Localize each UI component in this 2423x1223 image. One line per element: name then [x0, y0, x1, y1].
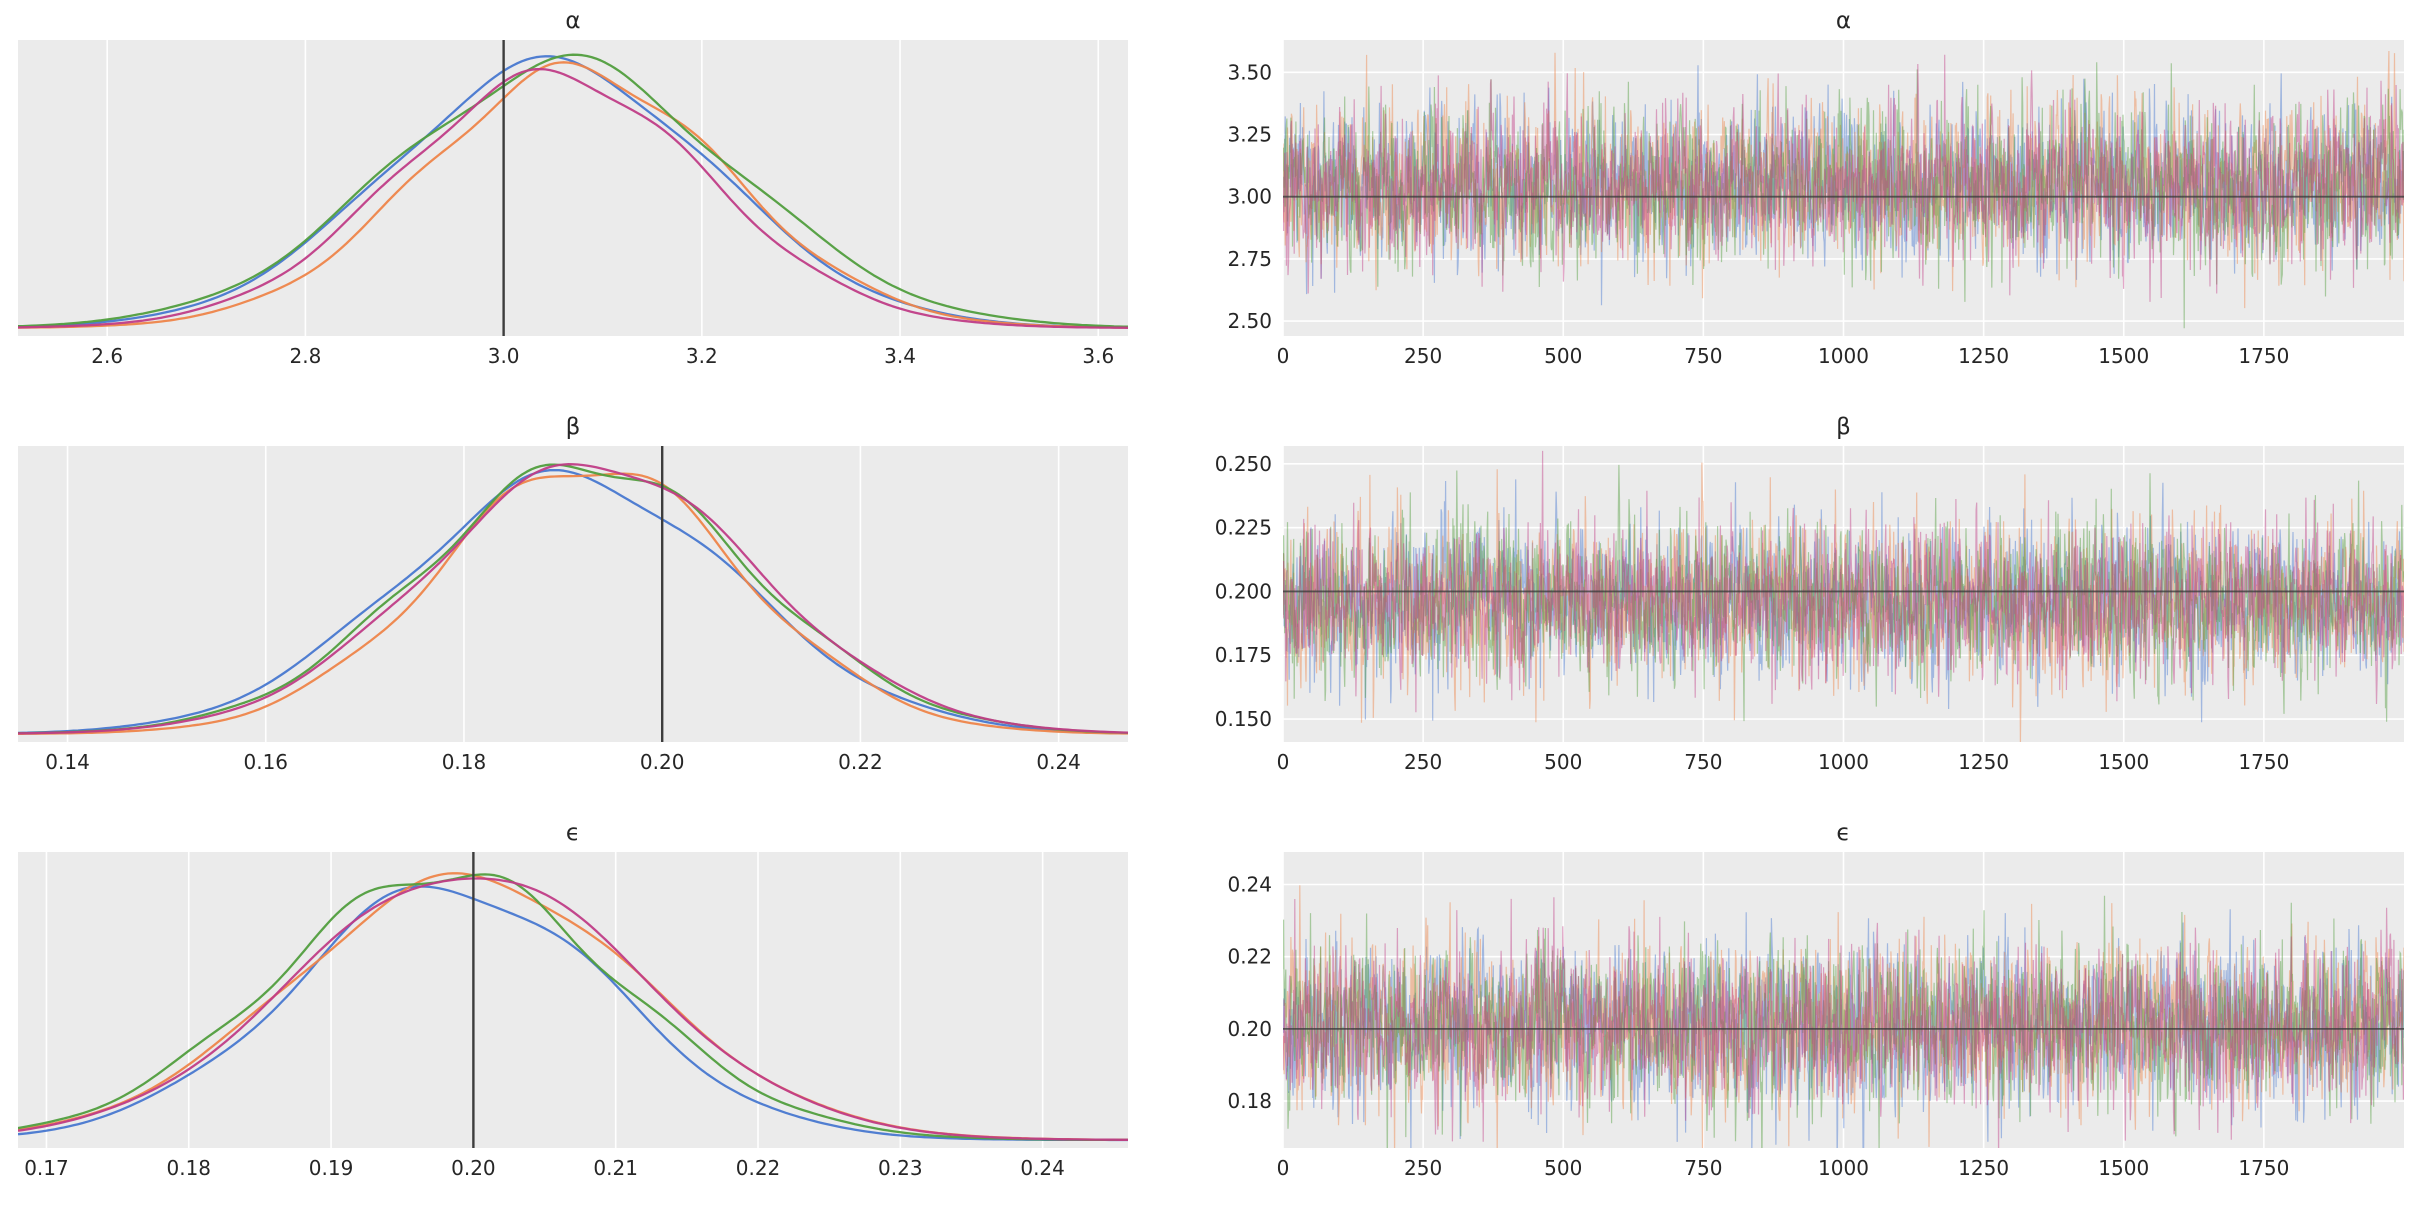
svg-text:0.17: 0.17 [24, 1156, 69, 1180]
svg-text:0.20: 0.20 [451, 1156, 496, 1180]
svg-text:500: 500 [1544, 344, 1582, 368]
svg-text:500: 500 [1544, 1156, 1582, 1180]
svg-text:0.16: 0.16 [244, 750, 289, 774]
panel-title-beta-posterior: β [565, 414, 581, 440]
svg-text:0.18: 0.18 [1227, 1089, 1272, 1113]
svg-text:0: 0 [1277, 1156, 1290, 1180]
alpha-trace-plot: 0 250 500 750 1000 1250 1500 1750 2.50 2.75 3.00 3.… [1227, 40, 2404, 368]
svg-text:1500: 1500 [2098, 1156, 2149, 1180]
svg-text:0.22: 0.22 [838, 750, 883, 774]
panel-beta-trace: β 0 250 500 750 1000 1250 1500 1750 0.150 0.175 0.… [1210, 412, 2404, 776]
svg-text:1000: 1000 [1818, 750, 1869, 774]
svg-text:2.50: 2.50 [1227, 309, 1272, 333]
svg-text:1500: 1500 [2098, 344, 2149, 368]
panel-title-alpha-trace: α [1835, 8, 1852, 34]
svg-text:2.75: 2.75 [1227, 247, 1272, 271]
svg-text:0.150: 0.150 [1215, 707, 1272, 731]
panel-epsilon-trace: ϵ 0 250 500 750 1000 1250 1500 1750 0.18 0.20 0.22… [1210, 818, 2404, 1182]
panel-title-alpha-posterior: α [565, 8, 581, 34]
svg-text:2.6: 2.6 [91, 344, 123, 368]
beta-trace-plot: 0 250 500 750 1000 1250 1500 1750 0.150 0.175 0.20… [1215, 446, 2404, 774]
panel-epsilon-posterior: ϵ 0.17 0.18 0.19 0.20 0.21 0.22 0.23 0.24 [18, 818, 1128, 1182]
panel-title-epsilon-posterior: ϵ [565, 820, 581, 846]
svg-text:0.19: 0.19 [309, 1156, 354, 1180]
svg-text:0.18: 0.18 [442, 750, 487, 774]
svg-text:1250: 1250 [1958, 344, 2009, 368]
svg-text:3.25: 3.25 [1227, 123, 1272, 147]
svg-text:1750: 1750 [2238, 344, 2289, 368]
beta-posterior-plot: 0.14 0.16 0.18 0.20 0.22 0.24 [18, 446, 1128, 774]
svg-text:0.20: 0.20 [1227, 1017, 1272, 1041]
svg-text:1500: 1500 [2098, 750, 2149, 774]
svg-text:250: 250 [1404, 1156, 1442, 1180]
svg-text:0.14: 0.14 [45, 750, 90, 774]
svg-text:500: 500 [1544, 750, 1582, 774]
svg-text:3.2: 3.2 [686, 344, 718, 368]
svg-text:1250: 1250 [1958, 750, 2009, 774]
alpha-posterior-plot: 2.6 2.8 3.0 3.2 3.4 3.6 [18, 40, 1128, 368]
trace-plot-figure: α 2.6 2.8 3.0 3.2 3.4 3.6 α 0 250 500 750 1000 125… [18, 6, 2423, 1182]
panel-title-epsilon-trace: ϵ [1836, 820, 1851, 846]
svg-text:750: 750 [1684, 1156, 1722, 1180]
svg-text:250: 250 [1404, 344, 1442, 368]
panel-alpha-posterior: α 2.6 2.8 3.0 3.2 3.4 3.6 [18, 6, 1128, 370]
svg-text:3.50: 3.50 [1227, 60, 1272, 84]
svg-text:0.225: 0.225 [1215, 516, 1272, 540]
svg-text:1000: 1000 [1818, 1156, 1869, 1180]
svg-text:1000: 1000 [1818, 344, 1869, 368]
svg-text:3.00: 3.00 [1227, 185, 1272, 209]
svg-text:250: 250 [1404, 750, 1442, 774]
svg-text:0.22: 0.22 [1227, 945, 1272, 969]
svg-text:0.200: 0.200 [1215, 579, 1272, 603]
svg-text:0.22: 0.22 [736, 1156, 781, 1180]
svg-text:0.175: 0.175 [1215, 643, 1272, 667]
svg-text:0.21: 0.21 [593, 1156, 638, 1180]
svg-text:0: 0 [1277, 344, 1290, 368]
panel-title-beta-trace: β [1836, 414, 1851, 440]
svg-text:750: 750 [1684, 750, 1722, 774]
svg-text:1750: 1750 [2238, 750, 2289, 774]
epsilon-trace-plot: 0 250 500 750 1000 1250 1500 1750 0.18 0.20 0.22 0.… [1227, 852, 2404, 1180]
row-alpha: α 2.6 2.8 3.0 3.2 3.4 3.6 α 0 250 500 750 1000 125… [18, 6, 2423, 370]
svg-text:750: 750 [1684, 344, 1722, 368]
svg-text:1750: 1750 [2238, 1156, 2289, 1180]
panel-alpha-trace: α 0 250 500 750 1000 1250 1500 1750 2.50 2.75 3.00… [1210, 6, 2404, 370]
svg-text:0: 0 [1277, 750, 1290, 774]
row-beta: β 0.14 0.16 0.18 0.20 0.22 0.24 β 0 250 500 750 1… [18, 412, 2423, 776]
svg-text:3.4: 3.4 [884, 344, 916, 368]
panel-beta-posterior: β 0.14 0.16 0.18 0.20 0.22 0.24 [18, 412, 1128, 776]
svg-text:2.8: 2.8 [290, 344, 322, 368]
svg-text:3.6: 3.6 [1082, 344, 1114, 368]
svg-text:0.250: 0.250 [1215, 452, 1272, 476]
svg-text:0.18: 0.18 [167, 1156, 212, 1180]
svg-text:0.23: 0.23 [878, 1156, 923, 1180]
svg-text:0.20: 0.20 [640, 750, 685, 774]
svg-text:0.24: 0.24 [1036, 750, 1081, 774]
row-epsilon: ϵ 0.17 0.18 0.19 0.20 0.21 0.22 0.23 0.24 ϵ 0 25… [18, 818, 2423, 1182]
svg-text:1250: 1250 [1958, 1156, 2009, 1180]
svg-text:3.0: 3.0 [488, 344, 520, 368]
svg-text:0.24: 0.24 [1227, 872, 1272, 896]
epsilon-posterior-plot: 0.17 0.18 0.19 0.20 0.21 0.22 0.23 0.24 [18, 852, 1128, 1180]
svg-text:0.24: 0.24 [1020, 1156, 1065, 1180]
